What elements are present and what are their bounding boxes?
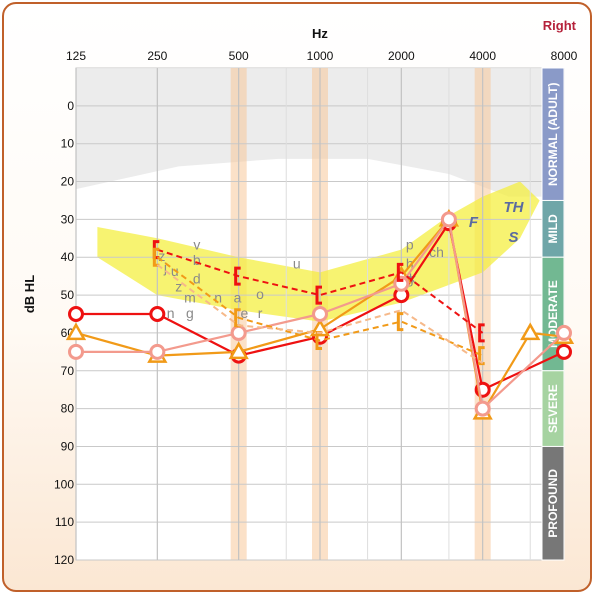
speech-sound-letter: h (406, 256, 414, 272)
severity-band-label: PROFOUND (546, 469, 560, 538)
speech-sound-letter: u (293, 256, 301, 272)
x-tick-label: 8000 (551, 49, 578, 63)
speech-sound-letter: z (158, 248, 165, 264)
speech-sound-letter: p (406, 237, 414, 253)
data-point-circle (556, 343, 572, 360)
audiogram-chart: NORMAL (ADULT)MILDMODERATESEVEREPROFOUND… (22, 18, 578, 567)
x-tick-label: 125 (66, 49, 86, 63)
data-point-circle (312, 306, 328, 322)
speech-sound-letter: d (193, 271, 201, 287)
speech-sound-letter: z (175, 278, 182, 294)
severity-band (541, 445, 565, 561)
speech-sound-letter: o (256, 286, 264, 302)
data-point-circle (556, 324, 572, 341)
speech-sound-letter: n (214, 290, 222, 306)
data-point-circle (149, 343, 166, 360)
data-point-triangle (520, 322, 541, 341)
y-tick-label: 0 (67, 99, 74, 113)
x-axis-title: Hz (312, 26, 328, 41)
speech-sound-letter: g (186, 305, 194, 321)
y-tick-label: 110 (55, 515, 74, 529)
data-point-bracket (396, 312, 404, 332)
speech-sound-letter: m (184, 290, 196, 306)
x-tick-label: 1000 (307, 49, 334, 63)
severity-band-label: NORMAL (ADULT) (546, 82, 560, 186)
data-point-circle (68, 306, 84, 322)
x-tick-label: 2000 (388, 49, 415, 63)
speech-sound-letter: j (163, 259, 167, 275)
y-tick-label: 70 (61, 364, 75, 378)
y-tick-label: 100 (54, 477, 74, 491)
data-point-circle (474, 400, 491, 417)
data-point-bracket (152, 247, 160, 267)
y-tick-label: 90 (61, 439, 75, 453)
data-point-circle (440, 211, 457, 228)
data-point-bracket (396, 262, 404, 282)
speech-sound-letter: TH (503, 199, 524, 216)
ear-label: Right (543, 18, 577, 33)
severity-band-label: MILD (546, 214, 560, 244)
speech-sound-letter: a (234, 290, 242, 306)
series-line (76, 222, 565, 391)
speech-banana (97, 181, 540, 322)
data-point-bracket (234, 266, 241, 286)
y-tick-label: 30 (61, 212, 75, 226)
speech-sound-letter: ch (429, 244, 444, 260)
data-point-circle (68, 343, 84, 360)
speech-sound-letter: F (469, 214, 479, 231)
y-tick-label: 120 (54, 553, 74, 567)
speech-sound-letter: b (193, 252, 201, 268)
series-line (76, 218, 565, 410)
y-tick-label: 80 (61, 402, 75, 416)
speech-sound-letter: e (240, 305, 248, 321)
y-tick-label: 40 (61, 250, 75, 264)
x-tick-label: 4000 (469, 49, 496, 63)
speech-sound-letter: S (508, 229, 518, 246)
data-point-bracket (315, 285, 322, 305)
speech-sound-letter: v (193, 237, 200, 253)
x-tick-label: 250 (147, 49, 167, 63)
data-point-triangle (65, 322, 87, 341)
data-point-circle (230, 324, 247, 341)
y-tick-label: 10 (61, 137, 75, 151)
speech-sound-letter: n (167, 305, 175, 321)
speech-sound-letter: r (258, 305, 263, 321)
y-axis-title: dB HL (22, 275, 37, 313)
series-line (156, 256, 484, 357)
y-tick-label: 50 (61, 288, 75, 302)
data-point-circle (149, 306, 166, 322)
y-tick-label: 20 (61, 175, 75, 189)
series-line (156, 263, 484, 365)
severity-band-label: SEVERE (546, 384, 560, 433)
data-point-triangle (228, 341, 249, 360)
x-tick-label: 500 (229, 49, 249, 63)
data-point-bracket (478, 323, 485, 343)
